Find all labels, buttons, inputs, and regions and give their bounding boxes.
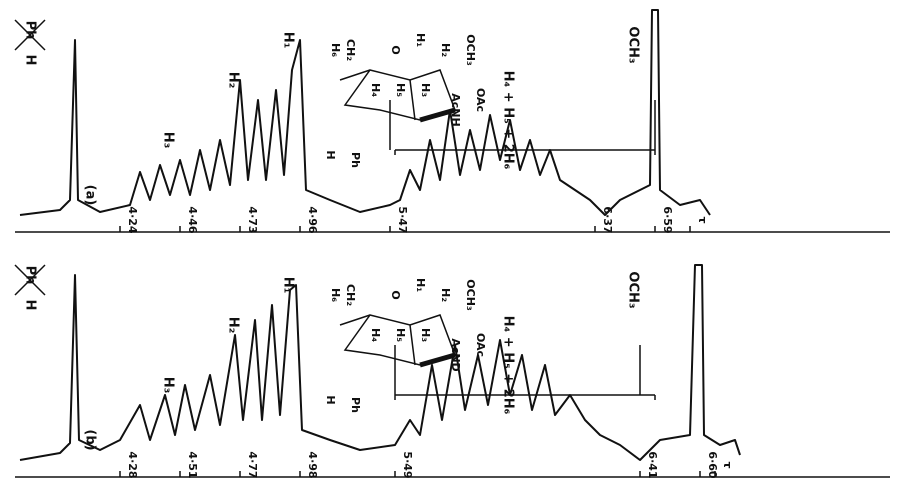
- tick-label: 6·59: [661, 206, 674, 233]
- peak-label: H₁: [281, 32, 296, 49]
- tick-label: 4·28: [126, 451, 139, 478]
- structure-label: CH₂: [344, 284, 357, 306]
- structure-label: Ph: [349, 397, 362, 413]
- peak-label: OCH₃: [626, 26, 641, 63]
- peak-label: H₂: [226, 72, 241, 89]
- panel-label: (b): [83, 429, 98, 450]
- structure-label: O: [389, 45, 402, 54]
- peak-label: H₂: [226, 317, 241, 334]
- fragment: [14, 264, 46, 296]
- peak-label: H₁: [281, 277, 296, 294]
- peak-label: H₃: [161, 132, 176, 149]
- spectrum-panel: 4·28 4·51 4·77 4·98 5·49 6·41 6·60 τ (b) Ph H H₁ H₂ H…: [14, 264, 890, 479]
- peak-label: H₄ + H₅ + 2H₆: [501, 71, 516, 170]
- peak-label: H: [23, 300, 38, 311]
- structure-label: H₆: [329, 43, 342, 57]
- tick-label: 4·77: [246, 451, 259, 478]
- structure-label: H₆: [329, 288, 342, 302]
- bracket: [394, 345, 641, 395]
- tick-label: 6·41: [646, 451, 659, 478]
- tick-label: 6·37: [601, 206, 614, 233]
- tick-label: τ: [696, 216, 709, 223]
- structure-label: H₂: [439, 43, 452, 57]
- structure-label: Ph: [349, 152, 362, 168]
- bracket: [394, 394, 656, 400]
- bold-bond: [419, 352, 456, 368]
- spectrum-panel: 4·24 4·46 4·73 4·96 5·47 6·37 6·59 τ (a) Ph H H₁ H₂ H…: [14, 9, 890, 234]
- peak-label: OCH₃: [626, 271, 641, 308]
- structure-label: CH₂: [344, 39, 357, 61]
- bracket: [389, 100, 656, 150]
- ring: [339, 69, 456, 121]
- structure-label: OCH₃: [464, 34, 477, 66]
- peak-label: Ph: [23, 21, 38, 40]
- structure-label: H₃: [419, 328, 432, 342]
- structure-label: H₁: [414, 278, 427, 292]
- tick-label: 4·46: [186, 206, 199, 233]
- structure-label: H₁: [414, 33, 427, 47]
- tick-label: 4·51: [186, 451, 199, 478]
- panel-label: (a): [83, 185, 98, 206]
- bracket: [394, 149, 656, 155]
- fragment: [14, 19, 46, 51]
- tick-label: 4·98: [306, 451, 319, 478]
- spectrum-trace: [19, 9, 711, 216]
- structure-label: AcND: [449, 338, 462, 371]
- spectrum-trace: [19, 264, 741, 461]
- tick-label: 5·47: [396, 206, 409, 233]
- structure-label: H₄: [369, 328, 382, 342]
- peak-label: H: [23, 55, 38, 66]
- peak-label: H₃: [161, 377, 176, 394]
- peak-label: Ph: [23, 266, 38, 285]
- structure-label: H₄: [369, 83, 382, 97]
- structure-label: OAc: [474, 333, 487, 357]
- structure-label: H₅: [394, 83, 407, 97]
- tick-label: 5·49: [401, 451, 414, 478]
- tick-label: 4·73: [246, 206, 259, 233]
- structure-label: H₂: [439, 288, 452, 302]
- peak-label: H₄ + H₅ + 2H₆: [501, 316, 516, 415]
- structure-label: H₅: [394, 328, 407, 342]
- tick-label: τ: [721, 461, 734, 468]
- tick-label: 6·60: [706, 451, 719, 478]
- structure-label: H: [324, 395, 337, 404]
- structure-label: H₃: [419, 83, 432, 97]
- bold-bond: [419, 107, 456, 123]
- ring: [339, 314, 456, 366]
- structure-label: O: [389, 290, 402, 299]
- structure-label: OAc: [474, 88, 487, 112]
- tick-label: 4·24: [126, 206, 139, 233]
- structure-label: H: [324, 150, 337, 159]
- structure-label: OCH₃: [464, 279, 477, 311]
- tick-label: 4·96: [306, 206, 319, 233]
- structure-label: AcNH: [449, 93, 462, 126]
